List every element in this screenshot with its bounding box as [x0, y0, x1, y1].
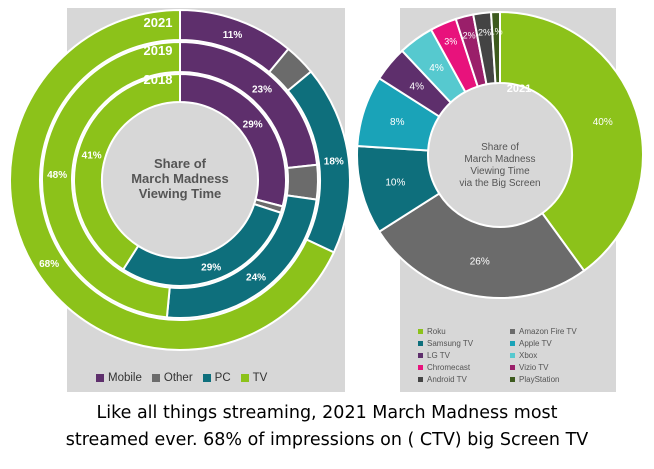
legend-item-amazon-fire-tv: Amazon Fire TV	[510, 327, 608, 336]
slice-roku	[499, 10, 644, 273]
legend-swatch	[510, 377, 515, 382]
legend-label: Roku	[427, 327, 446, 336]
legend-swatch	[418, 377, 423, 382]
slice-apple-tv-label: 8%	[390, 117, 405, 128]
legend-label: Vizio TV	[519, 363, 549, 372]
slice-android-tv-label: 2%	[478, 27, 491, 37]
legend-item-roku: Roku	[418, 327, 510, 336]
left-chart-legend: Mobile Other PC TV	[96, 372, 267, 384]
legend-swatch	[418, 353, 423, 358]
slice-amazon-fire-tv	[377, 192, 586, 299]
legend-item-android-tv: Android TV	[418, 375, 510, 384]
left-donut-center	[104, 104, 256, 256]
caption-line-1: Like all things streaming, 2021 March Ma…	[96, 403, 558, 423]
slice-playstation	[489, 10, 501, 85]
legend-swatch	[202, 374, 211, 382]
right-center-title-line: Share of	[481, 142, 519, 153]
ring-year-label-2018: 2018	[144, 72, 173, 87]
legend-label: Android TV	[427, 375, 467, 384]
legend-swatch	[510, 353, 515, 358]
slice-chromecast-label: 3%	[444, 37, 457, 47]
right-center-title-line: March Madness	[464, 154, 535, 165]
legend-swatch	[510, 329, 515, 334]
legend-swatch	[96, 374, 104, 382]
slice-xbox-label: 4%	[429, 63, 444, 74]
legend-item-tv: TV	[240, 372, 268, 384]
legend-swatch	[418, 329, 423, 334]
legend-item-mobile: Mobile	[96, 372, 142, 384]
ring-2021-mobile-label: 11%	[223, 30, 243, 41]
legend-swatch	[418, 341, 423, 346]
legend-swatch	[151, 374, 160, 382]
legend-item-xbox: Xbox	[510, 351, 608, 360]
legend-swatch	[240, 374, 249, 382]
legend-item-pc: PC	[202, 372, 231, 384]
legend-label: Amazon Fire TV	[519, 327, 577, 336]
slice-roku-label: 40%	[593, 117, 613, 128]
slice-playstation-label: 1%	[490, 27, 503, 37]
legend-label: Chromecast	[427, 363, 471, 372]
legend-label: Apple TV	[519, 339, 552, 348]
legend-item-samsung-tv: Samsung TV	[418, 339, 510, 348]
ring-2018-mobile-label: 29%	[243, 120, 263, 131]
slice-vizio-tv-label: 2%	[463, 30, 476, 40]
legend-label: Xbox	[519, 351, 538, 360]
legend-label: PC	[214, 372, 231, 384]
ring-2019-tv-segment	[41, 40, 181, 319]
caption-line-2: streamed ever. 68% of impressions on ( C…	[65, 430, 589, 450]
legend-item-vizio-tv: Vizio TV	[510, 363, 608, 372]
right-center-title-line: via the Big Screen	[459, 178, 540, 189]
right-donut-center	[430, 85, 570, 225]
left-center-title-line: Share of	[154, 156, 207, 171]
ring-2019-tv-label: 48%	[47, 170, 67, 181]
legend-item-apple-tv: Apple TV	[510, 339, 608, 348]
legend-item-other: Other	[151, 372, 193, 384]
legend-item-lg-tv: LG TV	[418, 351, 510, 360]
ring-year-label-2019: 2019	[144, 43, 173, 58]
slice-samsung-tv-label: 10%	[385, 177, 405, 188]
left-center-title-line: March Madness	[131, 171, 229, 186]
right-chart-legend: Roku Amazon Fire TV Samsung TV Apple TV LG T…	[418, 327, 608, 384]
ring-2021-tv-segment	[9, 8, 336, 351]
slice-amazon-fire-tv-label: 26%	[470, 257, 490, 268]
legend-label: Other	[163, 372, 193, 384]
right-center-title-line: Viewing Time	[470, 166, 530, 177]
right-year-label: 2021	[507, 83, 531, 95]
ring-2021-pc-label: 18%	[324, 157, 344, 168]
slice-lg-tv-label: 4%	[410, 82, 425, 93]
legend-label: Mobile	[108, 372, 142, 384]
ring-2018-tv-label: 41%	[82, 150, 102, 161]
ring-year-label-2021: 2021	[144, 15, 173, 30]
ring-2018-tv-segment	[73, 72, 181, 271]
legend-label: TV	[252, 372, 268, 384]
legend-item-chromecast: Chromecast	[418, 363, 510, 372]
left-center-title-line: Viewing Time	[139, 186, 222, 201]
ring-2019-pc-label: 24%	[246, 273, 266, 284]
legend-swatch	[418, 365, 423, 370]
ring-2018-pc-label: 29%	[201, 263, 221, 274]
ring-2021-tv-label: 68%	[39, 259, 59, 270]
ring-2019-mobile-label: 23%	[252, 84, 272, 95]
legend-item-playstation: PlayStation	[510, 375, 608, 384]
legend-label: LG TV	[427, 351, 450, 360]
legend-label: PlayStation	[519, 375, 560, 384]
ring-2019-other-segment	[285, 163, 319, 201]
legend-label: Samsung TV	[427, 339, 474, 348]
legend-swatch	[510, 341, 515, 346]
legend-swatch	[510, 365, 515, 370]
